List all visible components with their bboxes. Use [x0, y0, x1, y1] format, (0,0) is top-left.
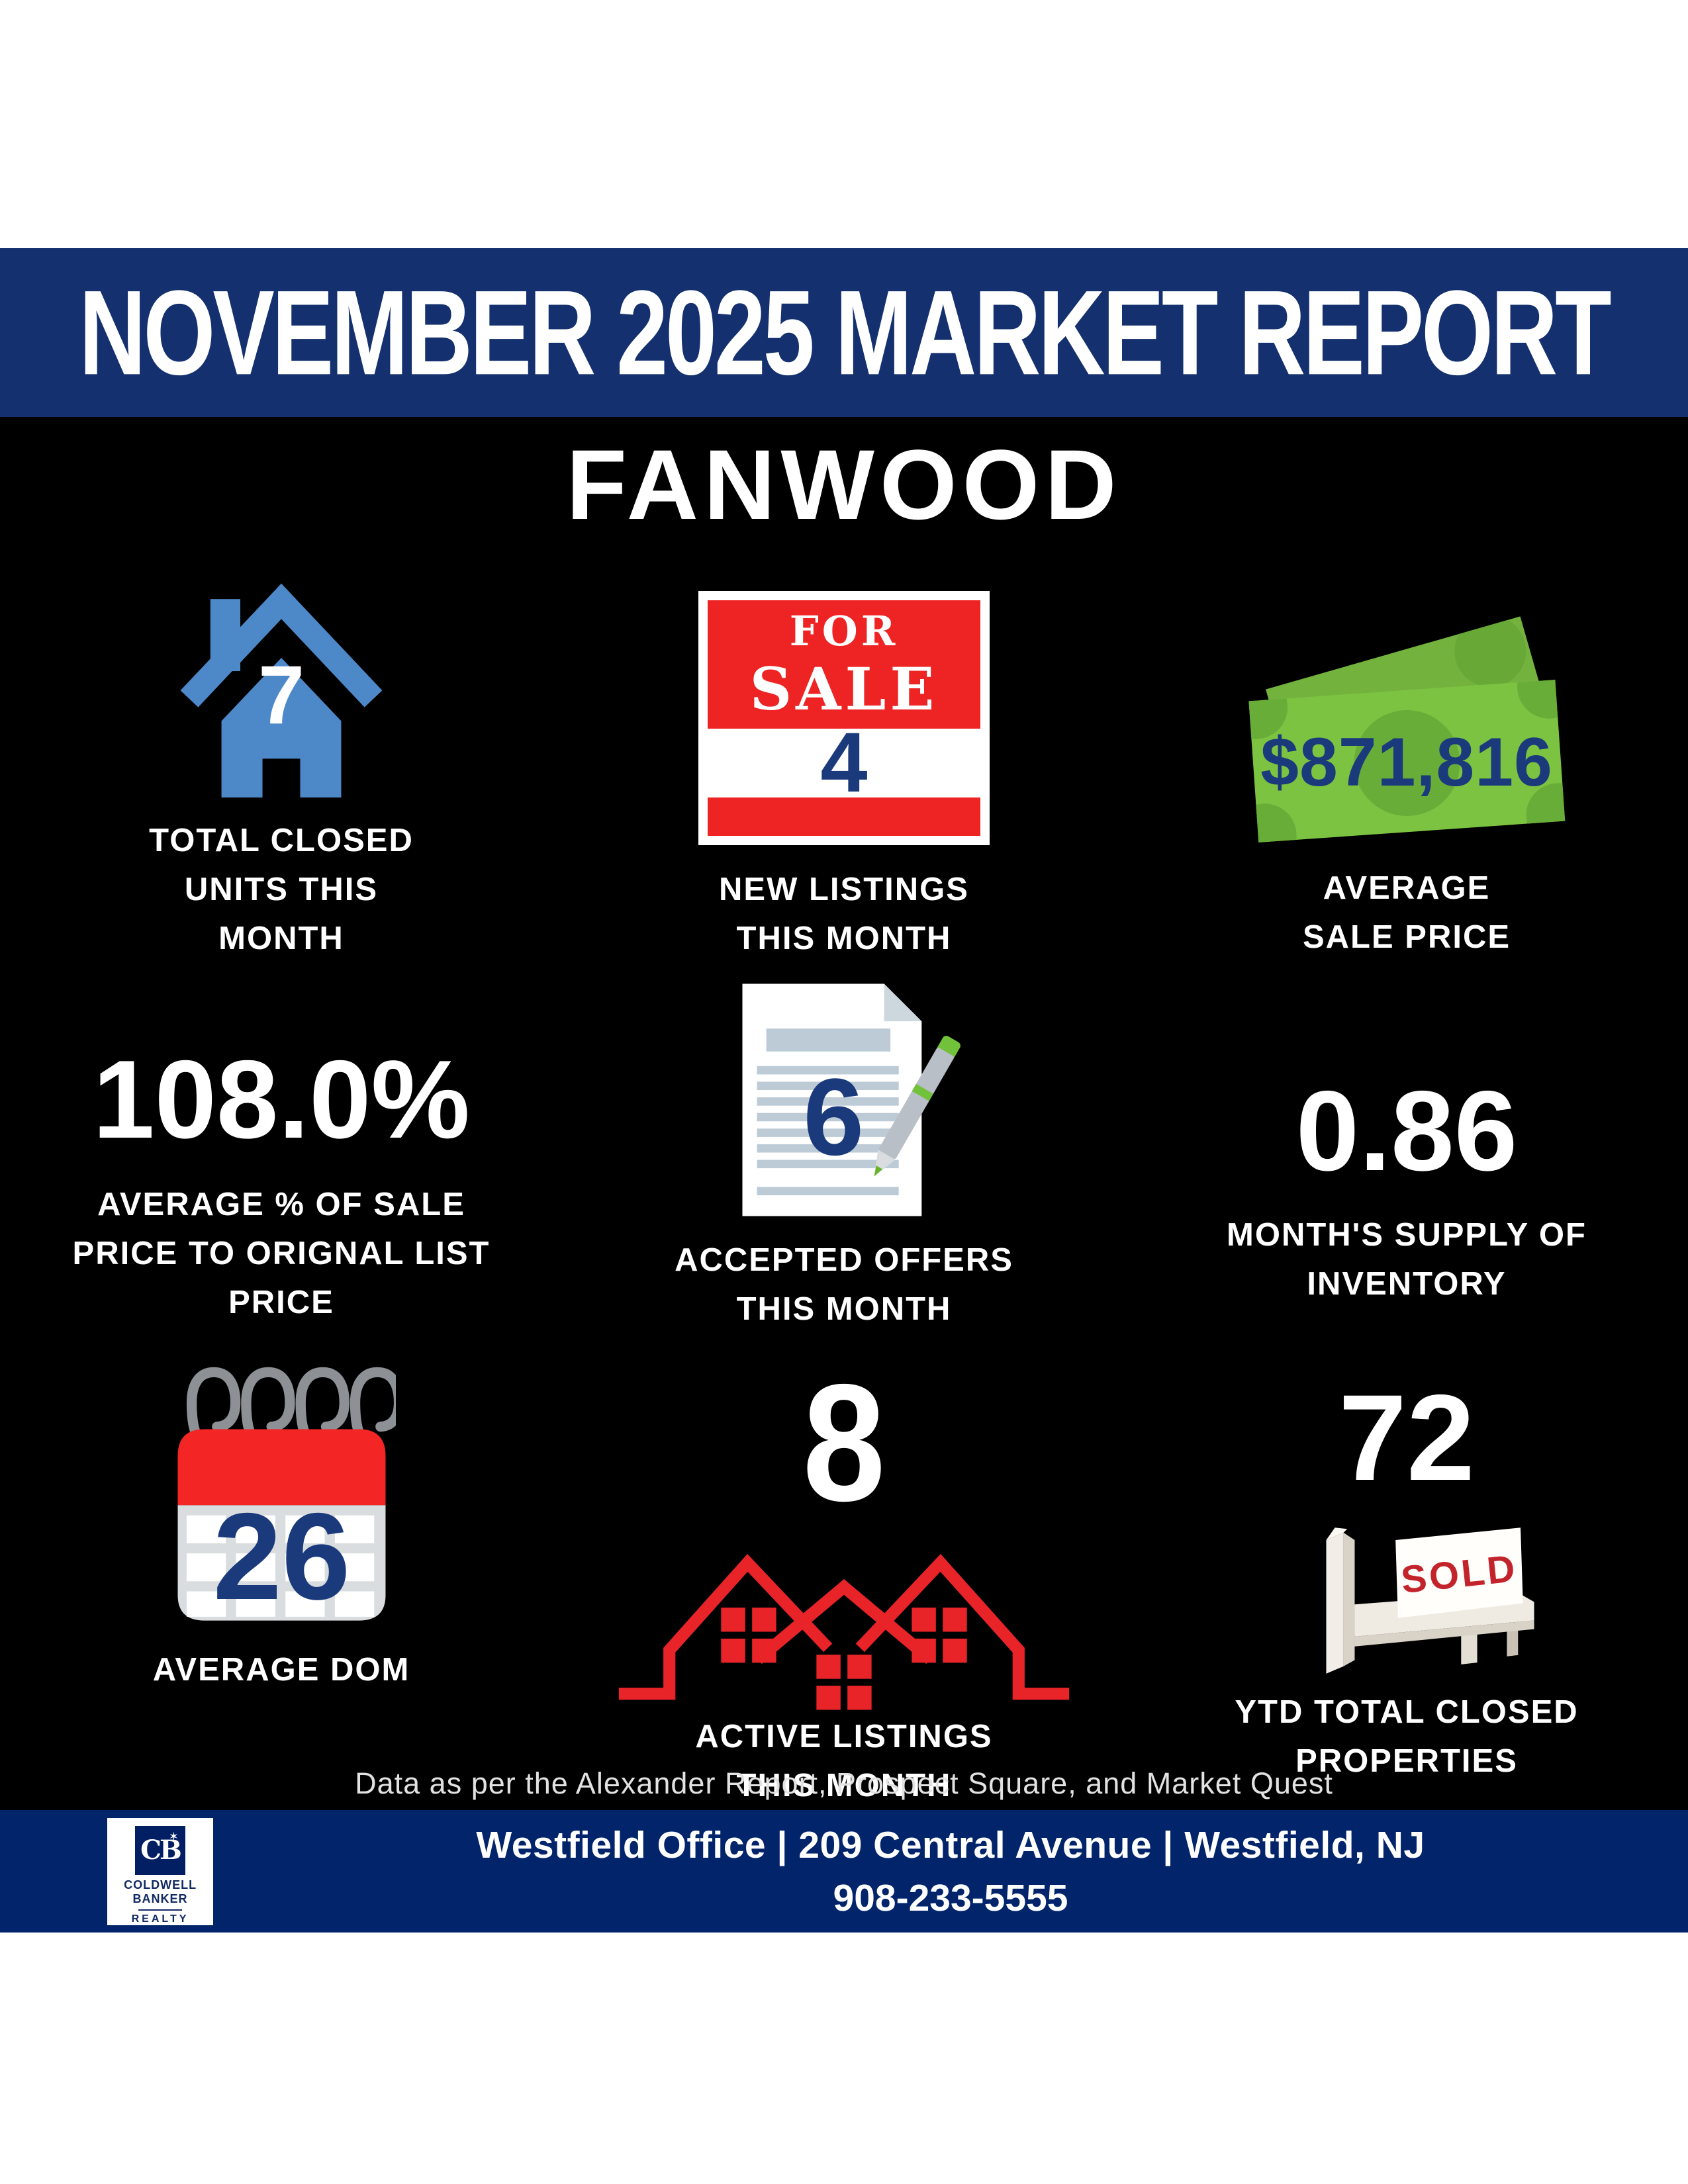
house-outlines [618, 1553, 1070, 1700]
stat-value: 108.0% [93, 1037, 470, 1161]
sign-post-top [1326, 1527, 1348, 1540]
stat-active-listings: 8 [563, 1334, 1125, 1810]
stat-label: AVERAGE DOM [152, 1652, 410, 1688]
stat-value: 8 [802, 1349, 886, 1536]
stat-label: AVERAGE % OF SALE PRICE TO ORIGNAL LIST … [72, 1187, 491, 1320]
stat-value: 4 [820, 715, 868, 810]
contract-pen-icon: 6 [742, 983, 961, 1216]
stat-label: AVERAGE SALE PRICE [1302, 870, 1511, 955]
stat-average-dom: 26 AVERAGE DOM [0, 1334, 563, 1810]
cb-monogram: CB [140, 1835, 182, 1866]
stat-average-sale-price: $871,816 AVERAGE SALE PRICE [1125, 553, 1688, 963]
office-contact-info: Westfield Office | 209 Central Avenue | … [213, 1823, 1688, 1920]
cb-monogram-square: CB ✶ [135, 1825, 185, 1876]
stat-label: NEW LISTINGS THIS MONTH [719, 872, 969, 956]
calendar-header [177, 1429, 385, 1506]
stat-new-listings: FOR SALE 4 NEW LISTINGS THIS MONTH [563, 553, 1125, 963]
stat-value: 7 [258, 648, 305, 741]
top-margin [0, 0, 1688, 248]
money-bills-icon: $871,816 [1241, 579, 1572, 844]
data-source-disclaimer: Data as per the Alexander Report, Prospe… [355, 1766, 1333, 1800]
stat-total-closed-units: 7 TOTAL CLOSED UNITS THIS MONTH [0, 553, 563, 963]
calendar-body [177, 1505, 385, 1621]
report-title: NOVEMBER 2025 MARKET REPORT [79, 264, 1611, 400]
pen [874, 1036, 961, 1177]
sign-post [1326, 1532, 1344, 1674]
cb-divider [138, 1909, 182, 1911]
sign-leg [1461, 1629, 1477, 1664]
house-door [262, 758, 301, 797]
stat-label: TOTAL CLOSED UNITS THIS MONTH [149, 823, 414, 956]
calendar-rings [186, 1367, 396, 1451]
stat-value: 0.86 [1295, 1068, 1518, 1195]
cb-star-icon: ✶ [168, 1829, 179, 1843]
stat-label: ACTIVE LISTINGS THIS MONTH [695, 1719, 993, 1803]
office-address: Westfield Office | 209 Central Avenue | … [476, 1823, 1425, 1866]
money-bills-graphic [1248, 616, 1566, 842]
coldwell-banker-logo: CB ✶ COLDWELL BANKER REALTY [107, 1817, 213, 1925]
calendar-grid [186, 1515, 374, 1617]
house-body [221, 657, 342, 797]
stat-pct-of-list-price: 108.0% AVERAGE % OF SALE PRICE TO ORIGNA… [0, 963, 563, 1334]
sign-arm-shade [1354, 1620, 1534, 1647]
stat-label: MONTH'S SUPPLY OF INVENTORY [1227, 1217, 1587, 1302]
blue-house-icon: 7 [180, 583, 383, 797]
stat-label: YTD TOTAL CLOSED PROPERTIES [1235, 1694, 1579, 1779]
stat-value: 72 [1338, 1370, 1475, 1506]
footer-band: CB ✶ COLDWELL BANKER REALTY Westfield Of… [0, 1810, 1688, 1933]
for-sale-sign-icon: FOR SALE 4 [698, 591, 990, 845]
paper-title-bar [766, 1028, 891, 1052]
for-sale-sign-word-bottom: SALE [749, 655, 939, 723]
stat-accepted-offers: 6 ACCEPTED OFFERS THIS MONTH [563, 963, 1125, 1334]
stat-label: ACCEPTED OFFERS THIS MONTH [675, 1242, 1013, 1327]
stat-ytd-closed: 72 SOLD YTD TOTAL CLOSED PROPERTIES [1125, 1334, 1688, 1810]
bottom-margin [0, 1933, 1688, 2184]
header-band: NOVEMBER 2025 MARKET REPORT [0, 248, 1688, 417]
sold-sign-icon: SOLD [1326, 1527, 1534, 1674]
report-body: FANWOOD 7 TOTAL CLOSED UNITS THIS MONTH [0, 417, 1688, 1810]
cb-brand-name: COLDWELL BANKER [124, 1878, 197, 1905]
sign-post-side [1343, 1532, 1355, 1666]
sold-panel [1395, 1527, 1523, 1618]
for-sale-sign-strip: 4 [708, 721, 980, 805]
office-phone: 908-233-5555 [833, 1876, 1068, 1919]
calendar-icon: 26 [177, 1367, 396, 1625]
sign-leg [1507, 1625, 1519, 1657]
paper-text-lines [757, 1066, 899, 1196]
cb-realty-label: REALTY [131, 1913, 189, 1925]
for-sale-sign-word-top: FOR [789, 607, 899, 655]
house-windows [721, 1608, 967, 1710]
red-houses-icon [618, 1553, 1070, 1710]
stat-value: 26 [212, 1487, 350, 1625]
stat-months-supply: 0.86 MONTH'S SUPPLY OF INVENTORY [1125, 963, 1688, 1334]
paper-fold-corner [884, 983, 922, 1022]
house-roof [180, 583, 383, 707]
for-sale-sign-face: FOR SALE 4 [708, 600, 980, 836]
stat-value: 6 [803, 1056, 864, 1179]
stat-value: $871,816 [1260, 724, 1553, 801]
stats-grid: 7 TOTAL CLOSED UNITS THIS MONTH FOR SALE… [0, 553, 1688, 1810]
town-title: FANWOOD [566, 429, 1122, 540]
